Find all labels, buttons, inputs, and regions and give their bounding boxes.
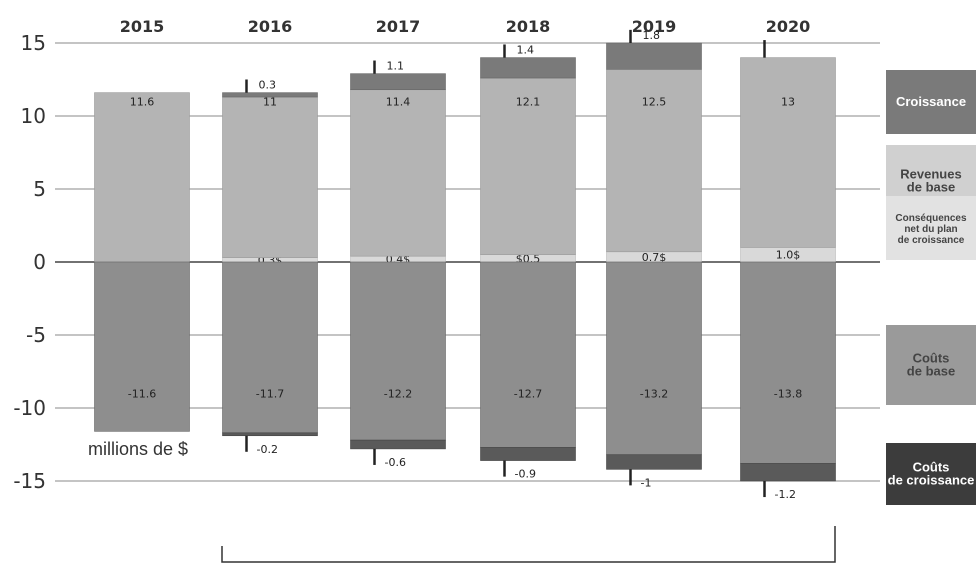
bar-base-revenue — [606, 68, 702, 253]
legend-item-line: de croissance — [888, 473, 975, 488]
legend-item-line: net du plan — [904, 224, 957, 235]
bar-base-revenue — [740, 57, 836, 248]
legend-swatch — [886, 70, 976, 134]
bar-base-costs — [606, 261, 702, 456]
y-tick-label: 15 — [21, 31, 46, 55]
x-tick-label: 2018 — [506, 17, 551, 36]
data-label-base-revenue: 13 — [781, 95, 795, 108]
legend-swatch — [886, 443, 976, 505]
data-label-base-costs: -13.8 — [774, 387, 802, 400]
data-label-base-costs: -12.2 — [384, 387, 412, 400]
bar-base-costs — [740, 261, 836, 464]
legend-item: Croissance — [896, 94, 966, 109]
legend-item-line: Coûts — [913, 351, 950, 366]
data-label-base-revenue: 11 — [263, 95, 277, 108]
x-tick-label: 2015 — [120, 17, 165, 36]
bar-growth — [350, 73, 446, 91]
bar-growth-costs — [606, 454, 702, 470]
legend-item: Coûts de base — [907, 351, 955, 379]
data-label-growth-costs: -1.2 — [775, 488, 796, 501]
legend-item-line: de base — [907, 364, 955, 379]
legend-swatch — [886, 325, 976, 405]
legend-item-line: de croissance — [898, 235, 965, 246]
legend-item-line: de base — [907, 180, 955, 195]
bar-base-costs — [480, 261, 576, 448]
data-label-net-plan: 0.7$ — [642, 251, 667, 264]
y-tick-label: -10 — [13, 396, 46, 420]
bar-growth-costs — [480, 447, 576, 461]
bar-growth-costs — [350, 439, 446, 450]
bar-base-revenue — [222, 96, 318, 258]
bar-base-costs — [222, 261, 318, 434]
unit-label: millions de $ — [88, 439, 188, 459]
bar-base-revenue — [480, 77, 576, 256]
y-tick-label: -15 — [13, 469, 46, 493]
legend-item: Conséquences net du plan de croissance — [895, 213, 967, 246]
data-label-growth: 1.1 — [387, 60, 405, 73]
legend-item-line: Coûts — [913, 460, 950, 475]
period-bracket — [221, 526, 836, 563]
data-label-base-costs: -11.7 — [256, 387, 284, 400]
bar-base-costs — [350, 261, 446, 441]
x-tick-label: 2020 — [766, 17, 811, 36]
bar-growth-costs — [740, 463, 836, 482]
bar-base-revenue — [350, 89, 446, 257]
bar-base-costs — [94, 261, 190, 432]
data-label-base-revenue: 12.5 — [642, 95, 667, 108]
bar-growth — [480, 57, 576, 79]
data-label-base-revenue: 11.4 — [386, 95, 411, 108]
data-label-growth-costs: -1 — [641, 476, 652, 489]
x-tick-label: 2017 — [376, 17, 421, 36]
data-label-growth-costs: -0.6 — [385, 456, 406, 469]
data-label-growth-costs: -0.2 — [257, 443, 278, 456]
data-label-base-revenue: 12.1 — [516, 95, 541, 108]
legend-item-line: Croissance — [896, 94, 966, 109]
data-label-base-costs: -12.7 — [514, 387, 542, 400]
legend-item-line: Revenues — [900, 167, 961, 182]
bar-growth — [606, 42, 702, 70]
y-tick-label: -5 — [26, 323, 46, 347]
y-tick-label: 5 — [33, 177, 46, 201]
data-label-base-costs: -11.6 — [128, 387, 156, 400]
data-label-growth: 0.3 — [259, 79, 277, 92]
data-label-growth: 1.4 — [517, 44, 535, 57]
x-tick-label: 2019 — [632, 17, 677, 36]
bar-growth — [222, 92, 318, 98]
y-tick-label: 0 — [33, 250, 46, 274]
data-label-growth: 1.8 — [643, 29, 661, 42]
data-label-base-costs: -13.2 — [640, 387, 668, 400]
legend-swatch — [886, 196, 976, 260]
bar-growth-costs — [222, 432, 318, 437]
y-tick-label: 10 — [21, 104, 46, 128]
legend-item: Revenues de base — [900, 167, 961, 195]
data-label-base-revenue: 11.6 — [130, 95, 155, 108]
legend-item: Coûts de croissance — [888, 460, 975, 488]
data-label-net-plan: 1.0$ — [776, 249, 801, 262]
bar-base-revenue — [94, 92, 190, 263]
data-label-growth-costs: -0.9 — [515, 468, 536, 481]
x-tick-label: 2016 — [248, 17, 293, 36]
legend-item-line: Conséquences — [895, 213, 967, 224]
